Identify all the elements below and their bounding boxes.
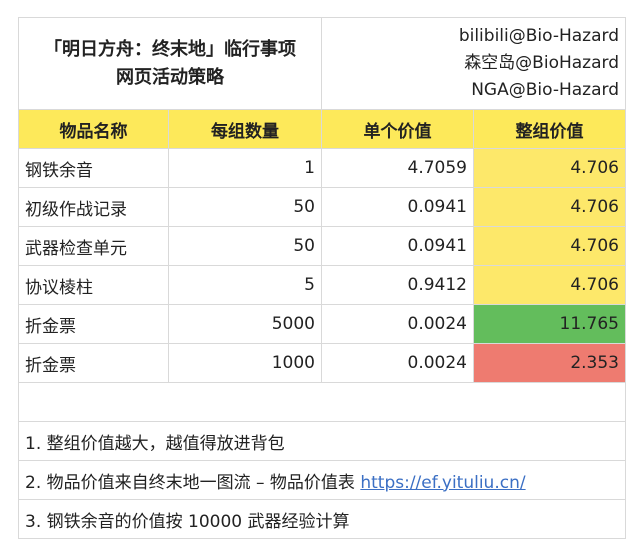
- note-2: 2. 物品价值来自终末地一图流 – 物品价值表 https://ef.yitul…: [18, 460, 626, 500]
- table-row: 钢铁余音 1 4.7059 4.706: [18, 148, 626, 188]
- item-unit-value: 0.0024: [321, 343, 474, 383]
- item-qty: 1000: [168, 343, 322, 383]
- strategy-table: 「明日方舟：终末地」临行事项 网页活动策略 bilibili@Bio-Hazard…: [18, 17, 626, 539]
- column-header: 物品名称: [18, 109, 169, 149]
- item-unit-value: 0.0024: [321, 304, 474, 344]
- item-total-value: 11.765: [473, 304, 626, 344]
- item-total-value: 4.706: [473, 226, 626, 266]
- column-header: 整组价值: [473, 109, 626, 149]
- item-name: 武器检查单元: [18, 226, 169, 266]
- credit: 森空岛@BioHazard: [464, 53, 619, 73]
- item-unit-value: 4.7059: [321, 148, 474, 188]
- item-name: 折金票: [18, 304, 169, 344]
- item-name: 折金票: [18, 343, 169, 383]
- item-qty: 1: [168, 148, 322, 188]
- item-unit-value: 0.0941: [321, 226, 474, 266]
- note-2-text: 2. 物品价值来自终末地一图流 – 物品价值表: [25, 472, 361, 493]
- table-row: 协议棱柱 5 0.9412 4.706: [18, 265, 626, 305]
- page-title: 「明日方舟：终末地」临行事项 网页活动策略: [18, 17, 322, 110]
- title-line-2: 网页活动策略: [116, 66, 224, 88]
- item-qty: 50: [168, 226, 322, 266]
- item-unit-value: 0.9412: [321, 265, 474, 305]
- note-1: 1. 整组价值越大，越值得放进背包: [18, 421, 626, 461]
- header-row: 物品名称 每组数量 单个价值 整组价值: [18, 109, 626, 149]
- column-header: 每组数量: [168, 109, 322, 149]
- item-total-value: 4.706: [473, 148, 626, 188]
- blank-cell: [18, 382, 626, 422]
- item-total-value: 4.706: [473, 265, 626, 305]
- value-table-link[interactable]: https://ef.yituliu.cn/: [360, 472, 526, 493]
- column-header: 单个价值: [321, 109, 474, 149]
- item-name: 钢铁余音: [18, 148, 169, 188]
- note-row: 3. 钢铁余音的价值按 10000 武器经验计算: [18, 499, 626, 539]
- item-unit-value: 0.0941: [321, 187, 474, 227]
- table-row: 武器检查单元 50 0.0941 4.706: [18, 226, 626, 266]
- item-name: 初级作战记录: [18, 187, 169, 227]
- credits: bilibili@Bio-Hazard 森空岛@BioHazard NGA@Bio-…: [321, 17, 626, 110]
- note-row: 2. 物品价值来自终末地一图流 – 物品价值表 https://ef.yitul…: [18, 460, 626, 500]
- blank-row: [18, 382, 626, 422]
- table-row: 折金票 5000 0.0024 11.765: [18, 304, 626, 344]
- item-total-value: 4.706: [473, 187, 626, 227]
- note-3: 3. 钢铁余音的价值按 10000 武器经验计算: [18, 499, 626, 539]
- item-qty: 5: [168, 265, 322, 305]
- table-row: 初级作战记录 50 0.0941 4.706: [18, 187, 626, 227]
- item-name: 协议棱柱: [18, 265, 169, 305]
- credit: NGA@Bio-Hazard: [471, 80, 619, 100]
- item-total-value: 2.353: [473, 343, 626, 383]
- table-row: 折金票 1000 0.0024 2.353: [18, 343, 626, 383]
- note-row: 1. 整组价值越大，越值得放进背包: [18, 421, 626, 461]
- item-qty: 5000: [168, 304, 322, 344]
- credit: bilibili@Bio-Hazard: [458, 26, 619, 46]
- item-qty: 50: [168, 187, 322, 227]
- title-line-1: 「明日方舟：终末地」临行事项: [44, 38, 296, 60]
